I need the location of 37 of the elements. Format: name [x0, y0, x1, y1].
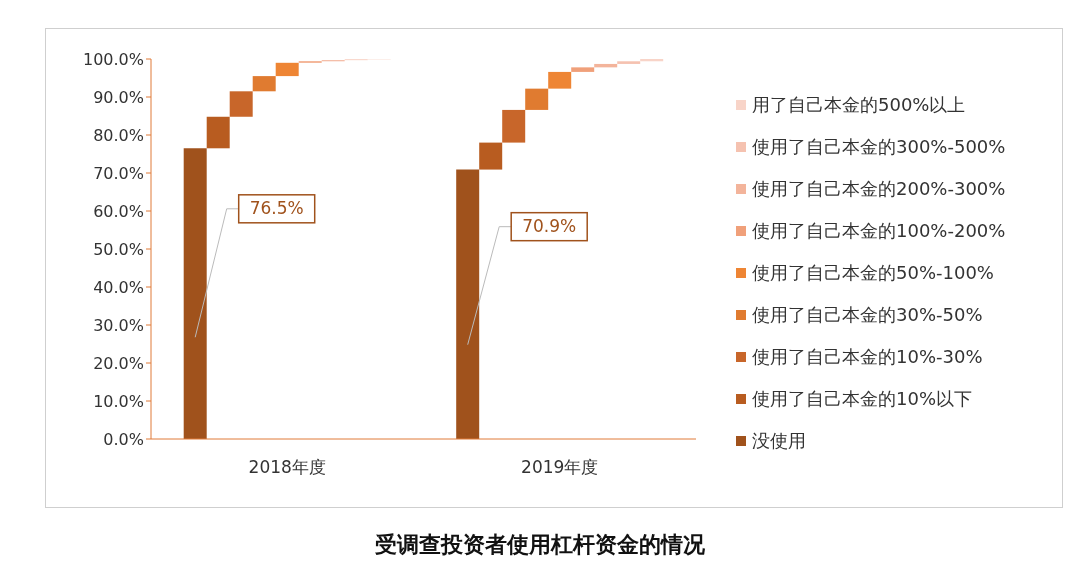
legend-label: 使用了自己本金的200%-300% — [752, 177, 1006, 201]
bar — [525, 88, 549, 110]
legend-label: 使用了自己本金的50%-100% — [752, 261, 994, 285]
bar — [183, 148, 207, 439]
bar — [252, 76, 276, 92]
bar — [548, 71, 572, 89]
legend-label: 用了自己本金的500%以上 — [752, 93, 966, 117]
data-label: 70.9% — [522, 215, 577, 236]
x-tick-label: 2019年度 — [521, 457, 599, 478]
bar — [571, 67, 595, 72]
bar — [206, 116, 230, 149]
legend-label: 使用了自己本金的100%-200% — [752, 219, 1006, 243]
legend-label: 使用了自己本金的30%-50% — [752, 303, 983, 327]
bar — [479, 142, 503, 170]
y-tick-label: 20.0% — [93, 353, 144, 373]
x-tick-label: 2018年度 — [248, 457, 326, 478]
y-tick-label: 50.0% — [93, 239, 144, 259]
y-tick-label: 10.0% — [93, 391, 144, 411]
legend-label: 使用了自己本金的10%以下 — [752, 387, 973, 411]
y-tick-label: 90.0% — [93, 87, 144, 107]
y-tick-label: 30.0% — [93, 315, 144, 335]
y-tick-label: 80.0% — [93, 125, 144, 145]
data-label: 76.5% — [249, 197, 304, 218]
legend-label: 使用了自己本金的300%-500% — [752, 135, 1006, 159]
legend-label: 使用了自己本金的10%-30% — [752, 345, 983, 369]
bar — [617, 61, 641, 64]
bar — [275, 62, 299, 77]
bar — [229, 91, 253, 117]
y-tick-label: 70.0% — [93, 163, 144, 183]
y-tick-label: 0.0% — [103, 429, 144, 449]
text: 受调查投资者使用杠杆资金的情况 — [374, 531, 706, 559]
bar — [502, 109, 526, 143]
y-tick-label: 60.0% — [93, 201, 144, 221]
y-tick-label: 40.0% — [93, 277, 144, 297]
bar — [456, 169, 480, 439]
legend-label: 没使用 — [752, 429, 806, 453]
y-tick-label: 100.0% — [82, 49, 144, 69]
